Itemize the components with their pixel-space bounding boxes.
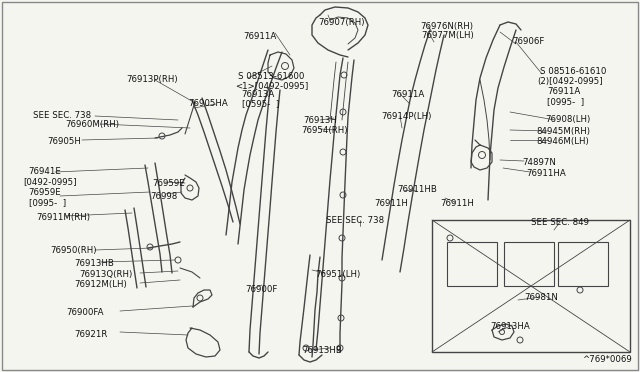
Text: 76911A: 76911A [547, 87, 580, 96]
Bar [558, 242, 608, 286]
Bar [432, 220, 630, 352]
Text: 76905H: 76905H [47, 137, 81, 146]
Text: 76981N: 76981N [524, 293, 558, 302]
Text: 76911HA: 76911HA [526, 169, 566, 178]
Text: 76959E: 76959E [28, 188, 61, 197]
Text: S 08513-61600: S 08513-61600 [238, 72, 305, 81]
Text: 76911H: 76911H [374, 199, 408, 208]
Text: 76921R: 76921R [74, 330, 108, 339]
Text: 76914P(LH): 76914P(LH) [381, 112, 431, 121]
Text: 74897N: 74897N [522, 158, 556, 167]
Text: 76951(LH): 76951(LH) [315, 270, 360, 279]
Text: SEE SEC. 738: SEE SEC. 738 [326, 216, 384, 225]
Text: 76912M(LH): 76912M(LH) [74, 280, 127, 289]
Text: 76977M(LH): 76977M(LH) [421, 31, 474, 40]
Text: 76998: 76998 [150, 192, 177, 201]
Text: SEE SEC. 849: SEE SEC. 849 [531, 218, 589, 227]
Text: 76913HB: 76913HB [74, 259, 114, 268]
Text: 76907(RH): 76907(RH) [318, 18, 365, 27]
Text: 76911M(RH): 76911M(RH) [36, 213, 90, 222]
Text: [0995-  ]: [0995- ] [547, 97, 584, 106]
Text: 76976N(RH): 76976N(RH) [420, 22, 473, 31]
Text: 76913HA: 76913HA [490, 322, 530, 331]
Text: ^769*0069: ^769*0069 [582, 355, 632, 364]
Text: [0995-  ]: [0995- ] [29, 198, 66, 207]
Text: S 08516-61610: S 08516-61610 [540, 67, 606, 76]
Text: 76941E: 76941E [28, 167, 61, 176]
Text: 76960M(RH): 76960M(RH) [65, 120, 119, 129]
Text: 76959E: 76959E [152, 179, 185, 188]
Text: [0492-0995]: [0492-0995] [23, 177, 77, 186]
Text: <1>[0492-0995]: <1>[0492-0995] [235, 81, 308, 90]
Bar [504, 242, 554, 286]
Text: 84945M(RH): 84945M(RH) [536, 127, 590, 136]
Text: 76913H: 76913H [303, 116, 337, 125]
Text: 76911H: 76911H [440, 199, 474, 208]
Text: 76913HB: 76913HB [302, 346, 342, 355]
Text: 76908(LH): 76908(LH) [545, 115, 590, 124]
Text: SEE SEC. 738: SEE SEC. 738 [33, 111, 91, 120]
Text: (2)[0492-0995]: (2)[0492-0995] [537, 77, 603, 86]
Text: 76900FA: 76900FA [66, 308, 104, 317]
Text: 76913A: 76913A [241, 90, 275, 99]
Bar [447, 242, 497, 286]
Text: [0595-  ]: [0595- ] [242, 99, 279, 108]
Text: 76911A: 76911A [391, 90, 424, 99]
Text: 76954(RH): 76954(RH) [301, 126, 348, 135]
Text: 76900F: 76900F [245, 285, 277, 294]
Text: 76905HA: 76905HA [188, 99, 228, 108]
Text: 76950(RH): 76950(RH) [50, 246, 97, 255]
Text: 76911A: 76911A [243, 32, 276, 41]
Text: 76906F: 76906F [512, 37, 545, 46]
Text: 76911HB: 76911HB [397, 185, 437, 194]
Text: 76913Q(RH): 76913Q(RH) [79, 270, 132, 279]
Text: 76913P(RH): 76913P(RH) [126, 75, 178, 84]
Text: 84946M(LH): 84946M(LH) [536, 137, 589, 146]
